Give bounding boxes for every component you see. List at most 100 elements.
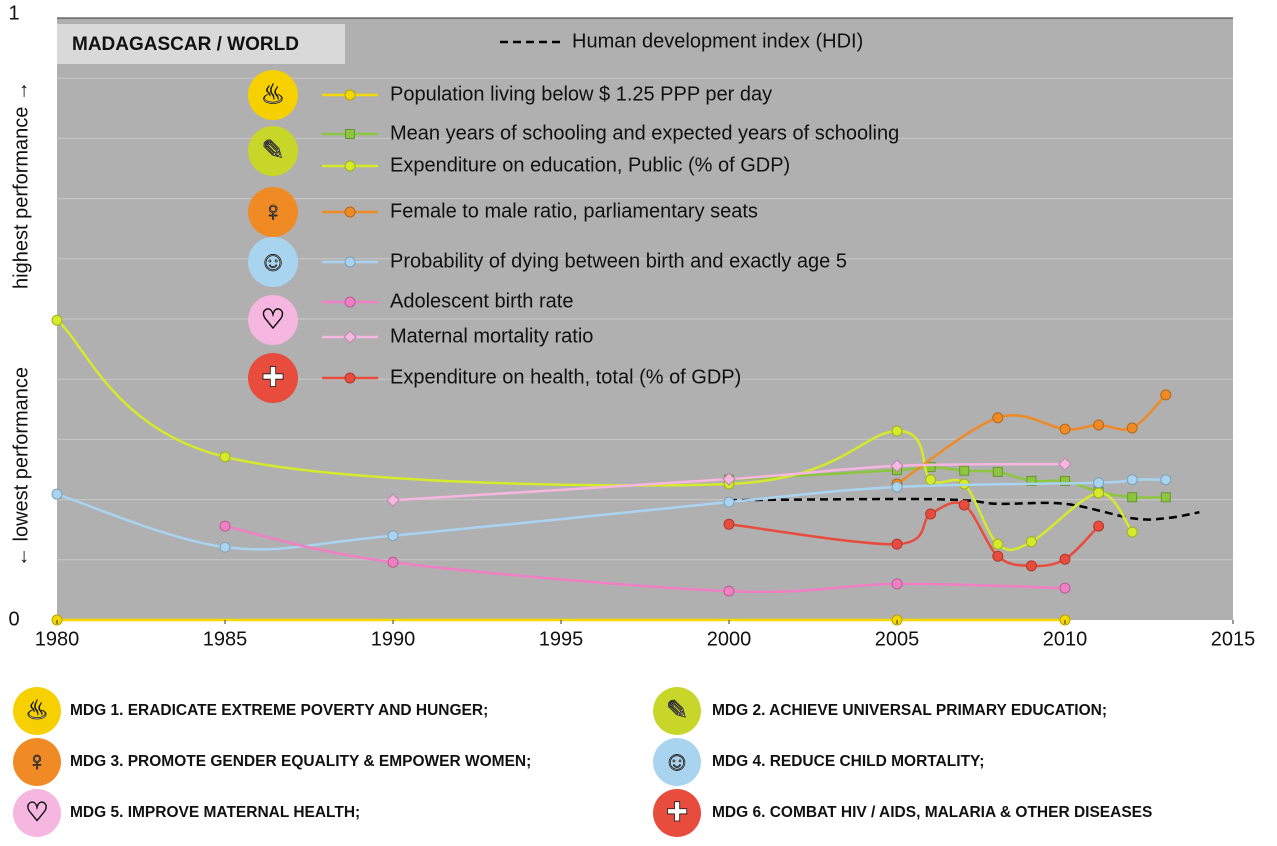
y-tick-label: 0 [8, 608, 19, 630]
marker [1127, 492, 1138, 503]
marker [1160, 492, 1171, 503]
legend: Human development index (HDI) Population … [248, 30, 899, 403]
marker [891, 481, 903, 493]
goal-icon-symbol: ✚ [261, 361, 284, 392]
marker [992, 412, 1004, 424]
goal-icon-symbol: ☺ [259, 245, 287, 276]
marker [925, 474, 937, 486]
marker [891, 538, 903, 550]
marker [1058, 457, 1072, 471]
marker [51, 314, 63, 326]
marker [1126, 526, 1138, 538]
y-label-high: highest performance → [10, 81, 32, 289]
marker [890, 459, 904, 473]
goal-icon-symbol: ♨ [261, 78, 286, 109]
marker [1126, 474, 1138, 486]
goal-icon [248, 187, 298, 237]
marker [1160, 474, 1172, 486]
goal-icon-symbol: ♀ [263, 195, 284, 226]
marker [1060, 475, 1070, 486]
goal-label: MDG 4. REDUCE CHILD MORTALITY; [712, 753, 984, 770]
goal-icon [653, 687, 701, 735]
goal-icon [248, 353, 298, 403]
marker [387, 530, 399, 542]
marker [1160, 389, 1172, 401]
marker [344, 89, 356, 101]
series-line [392, 462, 1066, 502]
marker [958, 499, 970, 511]
goal-legend: ♨ MDG 1. ERADICATE EXTREME POVERTY AND HU… [13, 687, 1152, 837]
marker [1025, 560, 1037, 572]
marker [959, 465, 970, 476]
x-tick-label: 2015 [1211, 628, 1256, 650]
x-tick-label: 2005 [875, 628, 920, 650]
legend-label: Expenditure on education, Public (% of G… [390, 154, 790, 176]
marker [51, 488, 63, 500]
marker [992, 466, 1003, 477]
x-tick-label: 1980 [35, 628, 80, 650]
goal-icon [13, 789, 61, 837]
legend-label: Mean years of schooling and expected yea… [390, 122, 899, 144]
x-tick-label: 1985 [203, 628, 248, 650]
marker [722, 472, 736, 486]
marker [1093, 520, 1105, 532]
goal-label: MDG 5. IMPROVE MATERNAL HEALTH; [70, 804, 360, 821]
marker [992, 550, 1004, 562]
marker [925, 508, 937, 520]
marker [1025, 536, 1037, 548]
marker [344, 256, 356, 268]
marker [891, 578, 903, 590]
marker [219, 451, 231, 463]
goal-icon [248, 295, 298, 345]
legend-label: Maternal mortality ratio [390, 325, 593, 347]
marker [219, 541, 231, 553]
goal-label: MDG 1. ERADICATE EXTREME POVERTY AND HUN… [70, 702, 488, 719]
goal-icon [13, 687, 61, 735]
marker [345, 129, 355, 139]
legend-label: Female to male ratio, parliamentary seat… [390, 200, 758, 222]
marker [386, 493, 400, 507]
legend-label: Probability of dying between birth and e… [390, 250, 847, 272]
marker [1126, 422, 1138, 434]
goal-icon-symbol: ☺ [664, 746, 691, 776]
marker [1026, 475, 1037, 486]
goal-label: MDG 6. COMBAT HIV / AIDS, MALARIA & OTHE… [712, 804, 1152, 821]
goal-icon-symbol: ♡ [25, 797, 49, 827]
panel-label: MADAGASCAR / WORLD [72, 34, 299, 55]
y-label-low: ← lowest performance [10, 367, 32, 567]
goal-icon [13, 738, 61, 786]
marker [723, 518, 735, 530]
marker [344, 372, 356, 384]
lines [51, 314, 1200, 626]
x-tick-label: 1995 [539, 628, 584, 650]
marker [723, 496, 735, 508]
goal-icon [248, 126, 298, 176]
legend-label: Human development index (HDI) [572, 30, 863, 52]
goal-label: MDG 2. ACHIEVE UNIVERSAL PRIMARY EDUCATI… [712, 702, 1107, 719]
marker [387, 556, 399, 568]
goal-icon-symbol: ♀ [27, 746, 47, 776]
marker [891, 425, 903, 437]
marker [343, 330, 357, 344]
marker [1059, 553, 1071, 565]
x-tick-label: 1990 [371, 628, 416, 650]
goal-icon [653, 738, 701, 786]
legend-label: Adolescent birth rate [390, 290, 573, 312]
marker [344, 160, 356, 172]
goal-label: MDG 3. PROMOTE GENDER EQUALITY & EMPOWER… [70, 753, 531, 770]
goal-icon [653, 789, 701, 837]
marker [723, 585, 735, 597]
goal-icon-symbol: ✎ [666, 695, 688, 725]
goal-icon-symbol: ✚ [666, 797, 688, 827]
marker [344, 296, 356, 308]
marker [344, 206, 356, 218]
x-tick-label: 2010 [1043, 628, 1088, 650]
panel-label-box [57, 24, 345, 64]
marker [1093, 487, 1105, 499]
goal-icon [248, 70, 298, 120]
legend-label: Population living below $ 1.25 PPP per d… [390, 83, 772, 105]
goal-icon-symbol: ♨ [25, 695, 49, 725]
marker [219, 520, 231, 532]
goal-icon-symbol: ✎ [261, 134, 284, 165]
y-tick-label: 1 [8, 2, 19, 24]
